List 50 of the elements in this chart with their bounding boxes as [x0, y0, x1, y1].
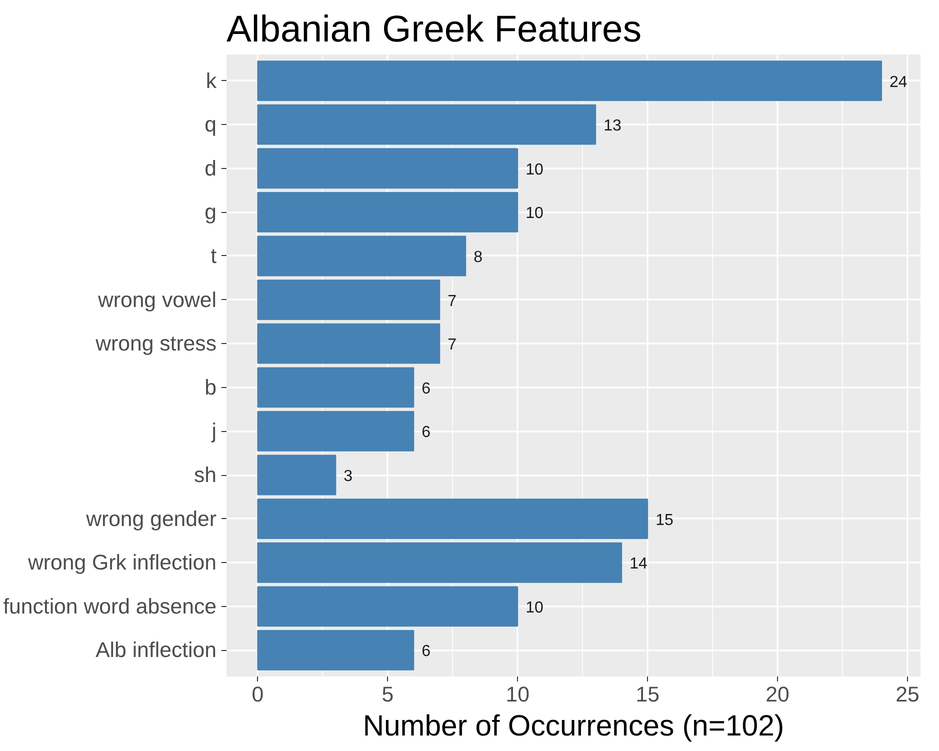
data-label: 7 — [448, 336, 457, 354]
y-tick-label: sh — [194, 463, 217, 488]
data-label: 6 — [422, 643, 431, 660]
bar — [257, 454, 336, 496]
bar — [257, 280, 440, 320]
data-label: 10 — [526, 599, 544, 616]
y-tick-label: Alb inflection — [96, 638, 217, 662]
data-label: 10 — [526, 161, 544, 178]
y-tick-label: g — [204, 200, 217, 224]
data-label: 3 — [344, 468, 353, 486]
data-label: 6 — [422, 424, 431, 442]
x-tick-label: 10 — [506, 682, 530, 706]
bar — [257, 104, 596, 145]
y-tick-label: wrong gender — [85, 506, 217, 531]
y-tick-label: q — [204, 112, 217, 137]
x-axis-title: Number of Occurrences (n=102) — [362, 710, 784, 742]
data-label: 8 — [474, 248, 483, 266]
y-tick-label: wrong Grk inflection — [27, 550, 217, 575]
y-tick-label: d — [204, 156, 217, 180]
bar — [257, 367, 414, 408]
bar — [257, 192, 518, 232]
data-label: 10 — [526, 205, 544, 222]
bar — [257, 586, 518, 627]
bar — [257, 60, 882, 101]
bar — [257, 236, 466, 276]
y-tick-label: t — [210, 244, 217, 268]
y-tick-label: j — [210, 419, 217, 444]
y-tick-label: wrong stress — [94, 332, 217, 356]
y-tick-label: k — [206, 68, 217, 93]
bar — [257, 542, 622, 583]
y-tick-label: b — [204, 375, 217, 400]
data-label: 14 — [630, 556, 648, 573]
x-tick-label: 20 — [766, 682, 790, 706]
chart-title: Albanian Greek Features — [226, 8, 642, 50]
bar — [257, 410, 414, 452]
bar — [257, 630, 414, 670]
bar — [257, 498, 648, 540]
data-label: 6 — [422, 380, 431, 398]
x-tick-label: 5 — [382, 682, 394, 706]
data-label: 7 — [448, 292, 457, 310]
bar — [257, 323, 440, 364]
data-label: 15 — [656, 512, 674, 529]
data-label: 13 — [604, 118, 622, 135]
x-tick-label: 15 — [636, 682, 660, 706]
x-tick-label: 0 — [252, 682, 264, 706]
data-label: 24 — [890, 74, 908, 91]
x-tick-label: 25 — [896, 682, 920, 706]
bar — [257, 148, 518, 189]
y-tick-label: function word absence — [3, 594, 217, 618]
y-tick-label: wrong vowel — [96, 288, 217, 312]
